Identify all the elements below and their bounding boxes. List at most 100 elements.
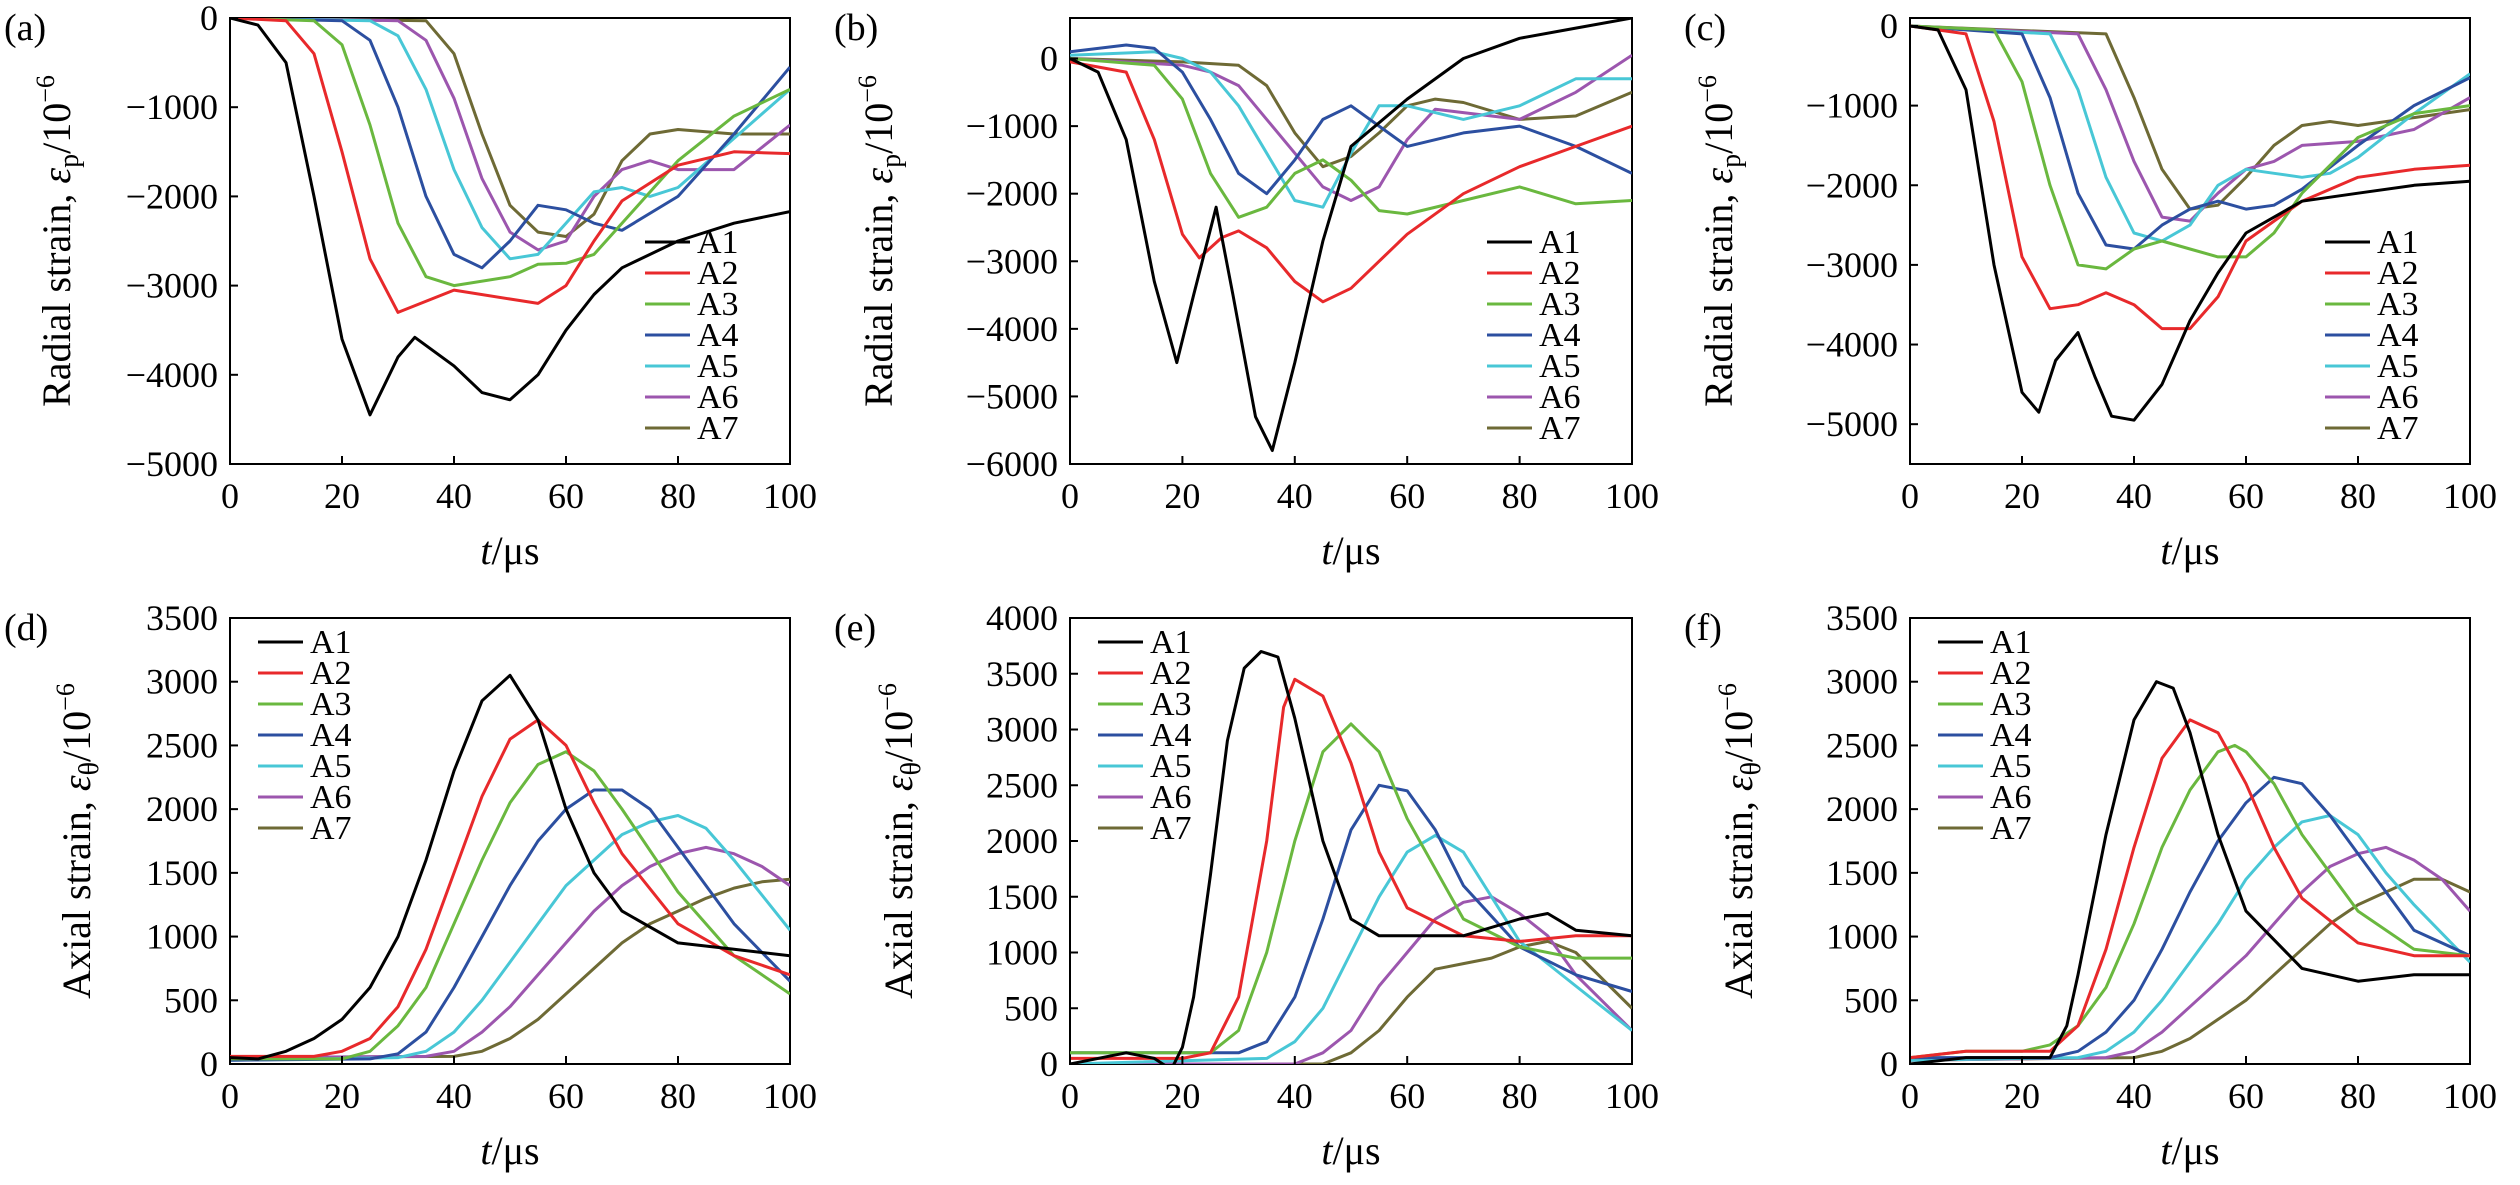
y-tick-label: −6000 <box>966 444 1058 484</box>
legend-label-a3: A3 <box>1150 686 1192 723</box>
y-tick-label: 1000 <box>1826 917 1898 957</box>
y-tick-label: 2500 <box>146 725 218 765</box>
series-line-a7 <box>230 18 790 238</box>
legend-label-a6: A6 <box>1539 379 1581 416</box>
x-tick-label: 20 <box>324 1076 360 1116</box>
legend-label-a1: A1 <box>697 224 739 261</box>
y-tick-label: −1000 <box>966 106 1058 146</box>
y-tick-label: 1000 <box>146 917 218 957</box>
series-line-a4 <box>1910 775 2470 1060</box>
series-line-a6 <box>230 845 790 1060</box>
series-group <box>1070 650 1632 1064</box>
series-line-a5 <box>230 18 790 261</box>
plot-frame <box>229 617 791 1065</box>
plot-frame <box>1909 17 2471 465</box>
y-tick-label: 1500 <box>1826 853 1898 893</box>
x-axis-label: t/μs <box>2160 528 2219 573</box>
legend-label-a5: A5 <box>1990 748 2032 785</box>
y-tick-label: −4000 <box>966 309 1058 349</box>
legend-label-a4: A4 <box>310 717 352 754</box>
x-tick-label: 0 <box>1061 1076 1079 1116</box>
x-tick-label: 20 <box>1164 1076 1200 1116</box>
legend-label-a3: A3 <box>2377 286 2419 323</box>
legend-label-a1: A1 <box>1150 624 1192 661</box>
series-line-a1 <box>1910 24 2470 422</box>
y-tick-label: 4000 <box>986 598 1058 638</box>
y-tick-label: −2000 <box>126 176 218 216</box>
legend-label-a2: A2 <box>1150 655 1192 692</box>
legend-label-a3: A3 <box>310 686 352 723</box>
x-tick-label: 60 <box>2228 1076 2264 1116</box>
x-tick-label: 0 <box>221 476 239 516</box>
x-axis-label: t/μs <box>1321 1128 1380 1173</box>
panel-label: (d) <box>4 607 48 649</box>
y-tick-label: −5000 <box>126 444 218 484</box>
legend-label-a3: A3 <box>697 286 739 323</box>
y-tick-label: 1500 <box>986 877 1058 917</box>
y-axis-label: Radial strain, εp/10−6 <box>31 75 85 407</box>
plot-frame <box>1069 17 1633 465</box>
x-axis-label: t/μs <box>2160 1128 2219 1173</box>
legend-label-a2: A2 <box>697 255 739 292</box>
x-tick-label: 80 <box>2340 476 2376 516</box>
x-tick-label: 40 <box>436 1076 472 1116</box>
series-line-a5 <box>1070 50 1632 209</box>
y-tick-label: 2500 <box>986 765 1058 805</box>
series-line-a3 <box>230 18 790 288</box>
x-tick-label: 0 <box>1061 476 1079 516</box>
legend-label-a2: A2 <box>2377 255 2419 292</box>
series-group <box>230 673 790 1062</box>
series-group <box>1070 18 1632 452</box>
y-tick-label: −2000 <box>1806 165 1898 205</box>
y-tick-label: 500 <box>164 980 218 1020</box>
series-line-a4 <box>230 18 790 270</box>
x-tick-label: 60 <box>548 476 584 516</box>
series-line-a1 <box>230 673 790 1061</box>
x-axis-label: t/μs <box>480 1128 539 1173</box>
x-tick-label: 100 <box>763 476 817 516</box>
series-line-a4 <box>230 788 790 1062</box>
x-tick-label: 100 <box>2443 1076 2497 1116</box>
series-line-a6 <box>1070 895 1632 1064</box>
legend-label-a1: A1 <box>1990 624 2032 661</box>
y-tick-label: 2000 <box>1826 789 1898 829</box>
series-line-a3 <box>230 750 790 1061</box>
y-tick-label: 0 <box>1040 39 1058 79</box>
y-axis-label: Axial strain, εθ/10−6 <box>873 683 927 999</box>
x-tick-label: 100 <box>2443 476 2497 516</box>
x-tick-label: 20 <box>1164 476 1200 516</box>
plot-frame <box>1909 617 2471 1065</box>
series-line-a2 <box>230 718 790 1058</box>
y-tick-label: 0 <box>1040 1044 1058 1084</box>
legend-label-a4: A4 <box>1539 317 1581 354</box>
y-tick-label: −3000 <box>1806 245 1898 285</box>
legend-label-a6: A6 <box>1150 779 1192 816</box>
x-tick-label: 20 <box>324 476 360 516</box>
x-tick-label: 60 <box>2228 476 2264 516</box>
y-tick-label: 2000 <box>146 789 218 829</box>
series-group <box>230 18 790 417</box>
series-line-a6 <box>1910 24 2470 223</box>
legend-label-a2: A2 <box>310 655 352 692</box>
x-tick-label: 20 <box>2004 1076 2040 1116</box>
series-line-a3 <box>1910 743 2470 1060</box>
x-tick-label: 60 <box>548 1076 584 1116</box>
x-tick-label: 0 <box>221 1076 239 1116</box>
x-tick-label: 40 <box>1277 476 1313 516</box>
y-tick-label: −5000 <box>966 376 1058 416</box>
series-line-a6 <box>1070 53 1632 202</box>
y-tick-label: 0 <box>200 0 218 38</box>
y-axis-label: Radial strain, εp/10−6 <box>1693 75 1747 407</box>
series-line-a5 <box>1910 814 2470 1062</box>
x-tick-label: 20 <box>2004 476 2040 516</box>
x-tick-label: 0 <box>1901 476 1919 516</box>
series-line-a4 <box>1070 43 1632 196</box>
y-tick-label: 3500 <box>146 598 218 638</box>
series-line-a2 <box>1910 24 2470 331</box>
y-tick-label: −3000 <box>966 241 1058 281</box>
legend-label-a1: A1 <box>310 624 352 661</box>
plot-frame <box>229 17 791 465</box>
